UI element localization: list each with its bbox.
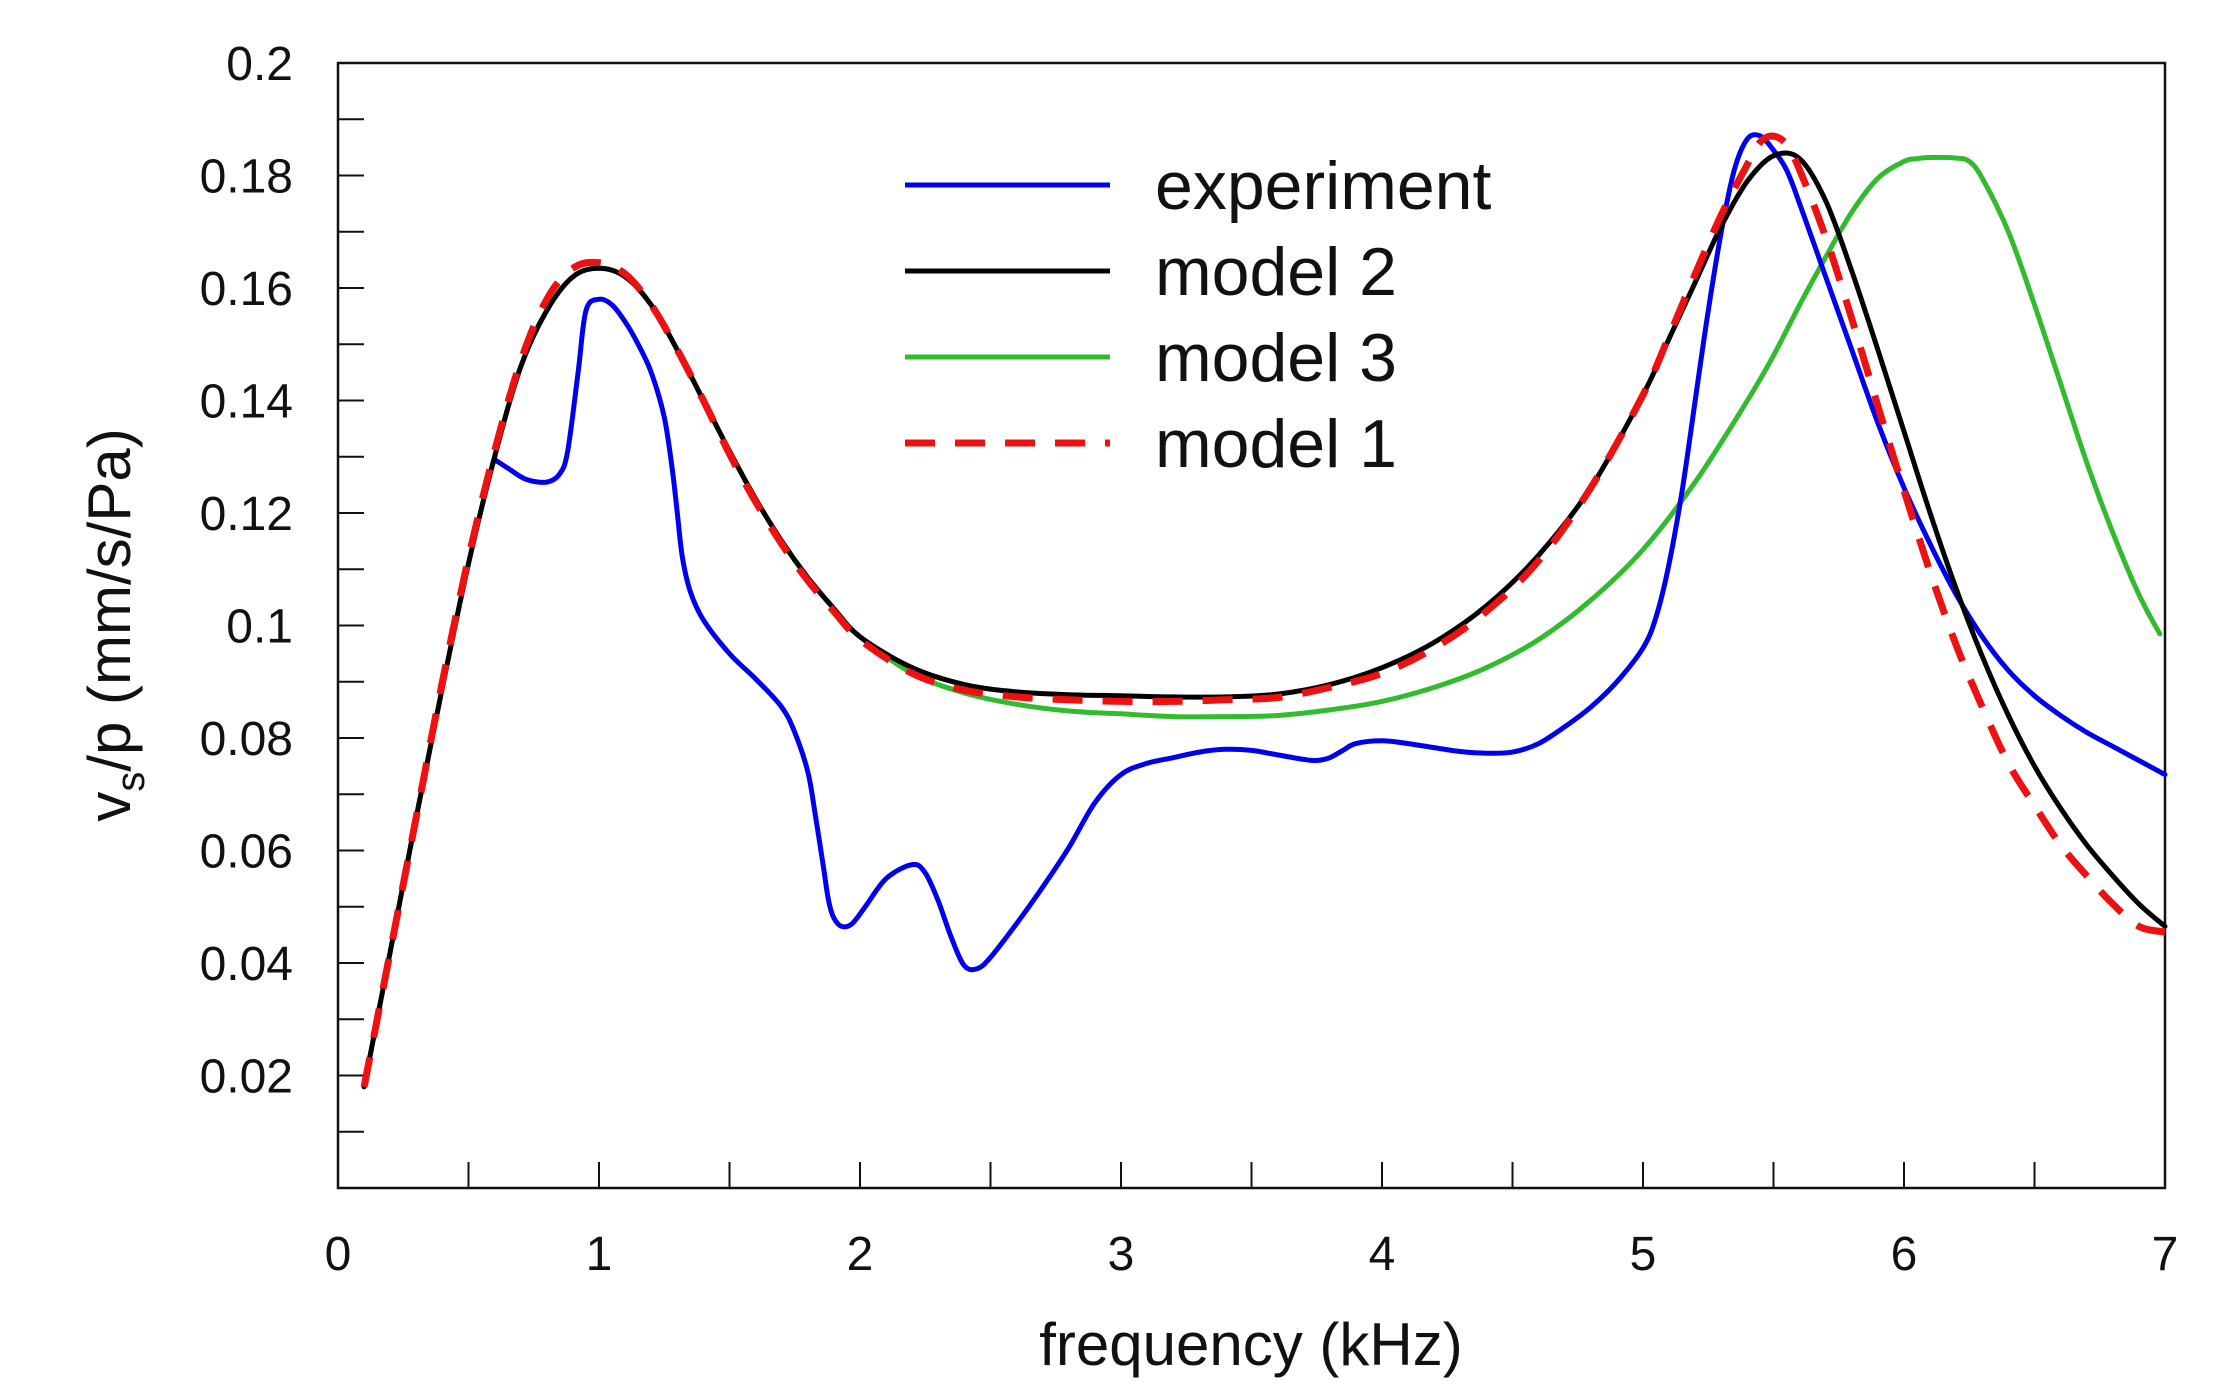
y-axis-title-subscript: s [109,772,153,792]
axis-ticks [338,118,2036,1188]
y-tick-label: 0.16 [200,263,293,316]
y-tick-labels: 0.02 0.04 0.06 0.08 0.1 0.12 0.14 0.16 0.18 0.2 [200,38,293,1104]
plot-area [336,61,2167,1190]
x-tick-labels: 0 1 2 3 4 5 6 7 [325,1228,2179,1281]
y-axis-title: vs/p (mm/s/Pa) [76,428,153,821]
y-tick-label: 0.2 [226,38,293,91]
y-tick-label: 0.14 [200,376,293,429]
y-tick-label: 0.12 [200,488,293,541]
legend-label-model-3: model 3 [1155,320,1397,396]
legend-label-model-1: model 1 [1155,406,1397,482]
y-tick-label: 0.08 [200,713,293,766]
y-axis-title-rest: /p (mm/s/Pa) [76,428,143,771]
legend: experiment model 2 model 3 model 1 [905,148,1491,482]
series-line-model-1 [360,132,2166,1088]
x-tick-label: 6 [1891,1228,1918,1281]
x-axis-title: frequency (kHz) [1039,1311,1462,1378]
x-tick-label: 4 [1369,1228,1396,1281]
legend-label-experiment: experiment [1155,148,1491,224]
y-tick-label: 0.18 [200,151,293,204]
series-layer [360,132,2168,1090]
x-tick-label: 1 [586,1228,613,1281]
y-tick-label: 0.06 [200,826,293,879]
x-tick-label: 0 [325,1228,352,1281]
x-tick-label: 7 [2152,1228,2179,1281]
series-line-experiment [492,132,2168,973]
x-tick-label: 2 [847,1228,874,1281]
x-tick-label: 5 [1630,1228,1657,1281]
y-tick-label: 0.04 [200,938,293,991]
plot-frame [336,61,2167,1190]
x-tick-label: 3 [1108,1228,1135,1281]
y-tick-label: 0.02 [200,1051,293,1104]
legend-label-model-2: model 2 [1155,234,1397,310]
y-axis-title-base: v [76,792,143,822]
y-tick-label: 0.1 [226,601,293,654]
